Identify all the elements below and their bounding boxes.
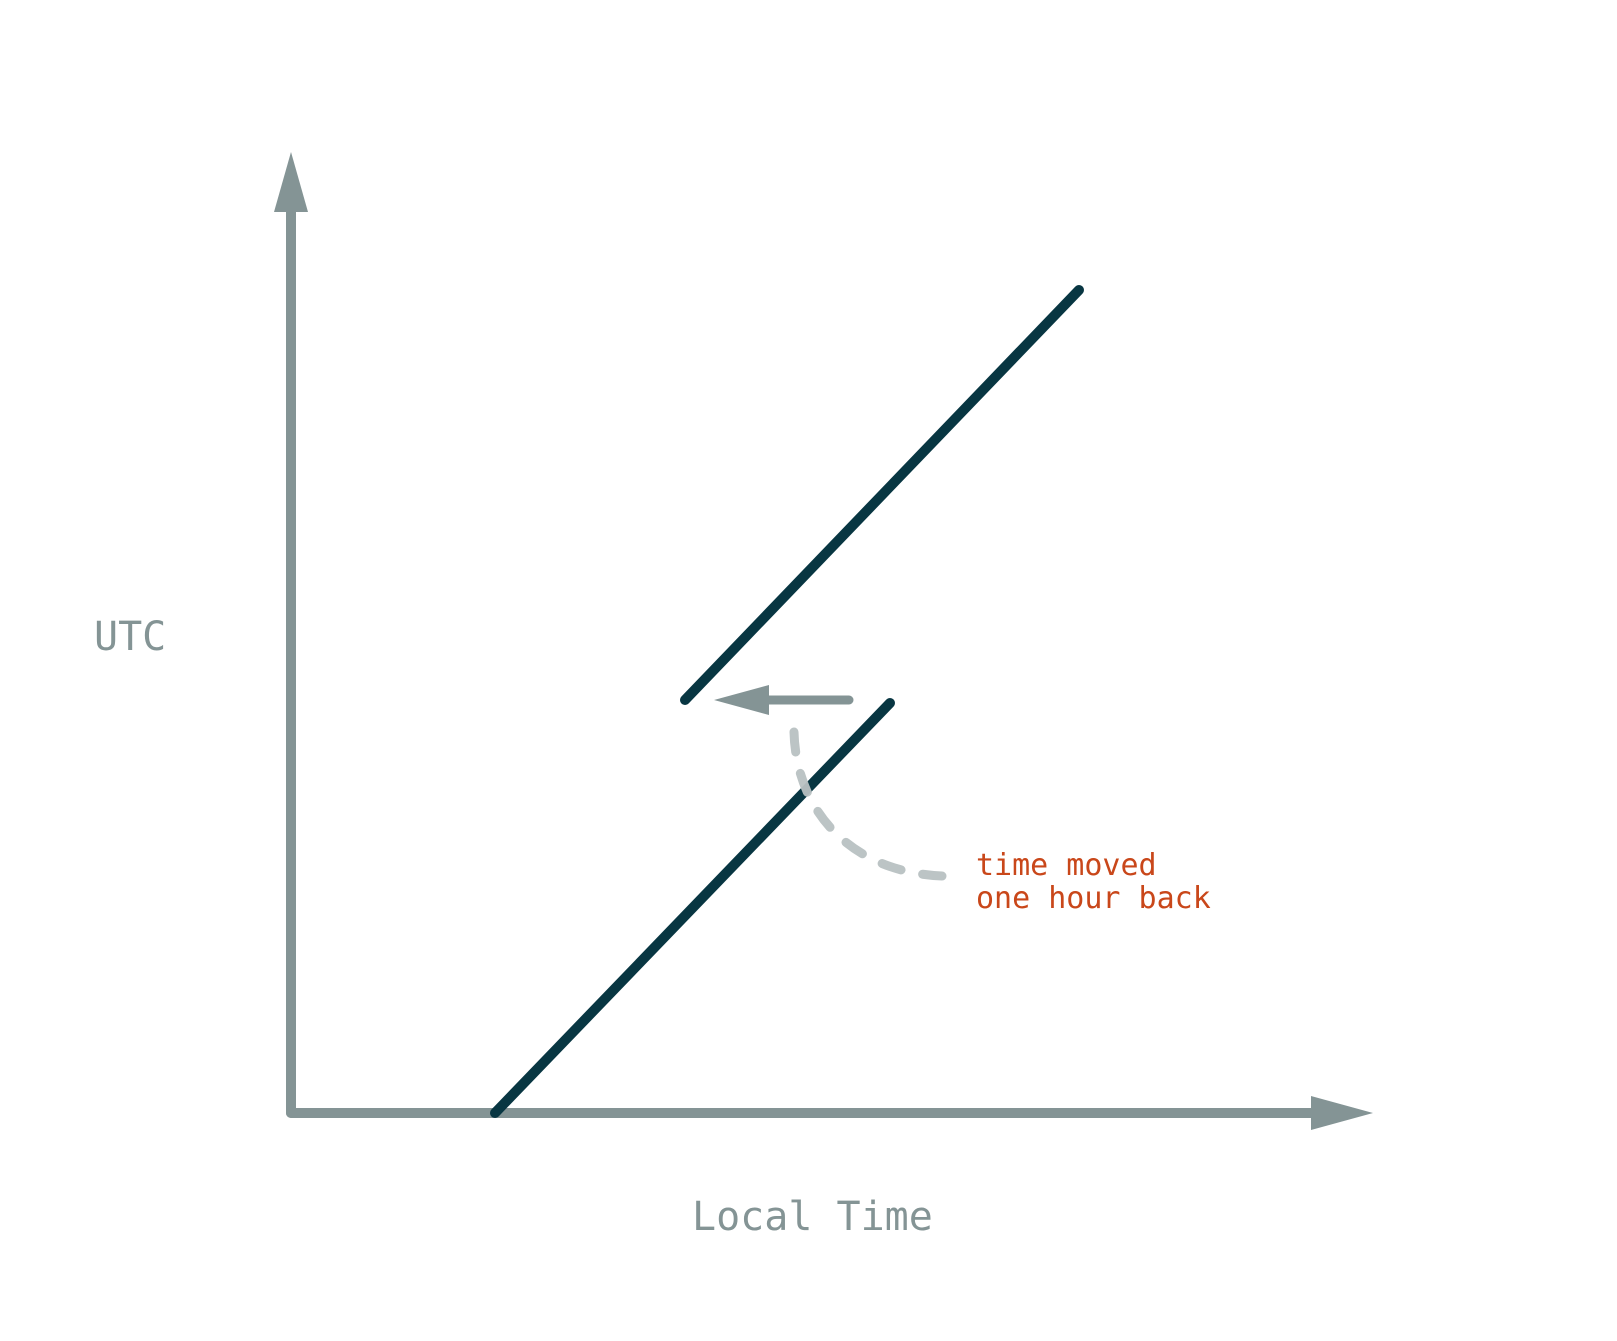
annotation-line-2: one hour back [976, 881, 1211, 916]
shift-arrow-head [714, 685, 769, 715]
before-segment [490, 698, 895, 1118]
shift-arrow [714, 685, 854, 715]
x-axis-arrowhead [1311, 1096, 1373, 1130]
x-axis [286, 1096, 1373, 1130]
annotation-line-1: time moved [976, 848, 1157, 883]
after-segment [680, 285, 1084, 705]
y-axis [274, 152, 308, 1118]
x-axis-label: Local Time [692, 1194, 933, 1240]
y-axis-arrowhead [274, 152, 308, 212]
dashed-curve [789, 727, 947, 881]
y-axis-label: UTC [94, 614, 166, 660]
